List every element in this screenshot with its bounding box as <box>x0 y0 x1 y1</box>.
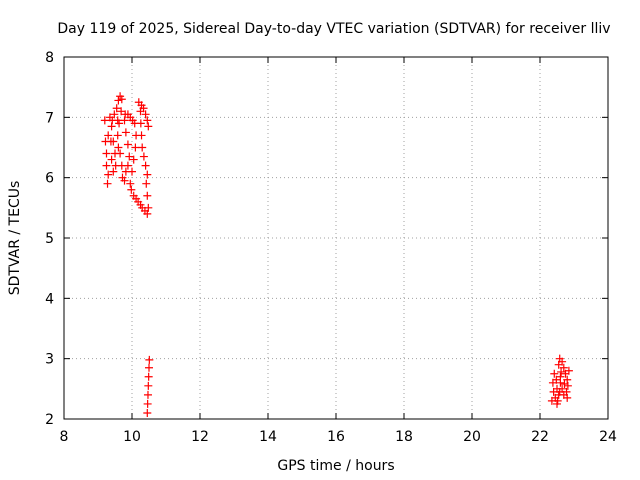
axis-ticks: 8 10 12 14 16 18 20 22 24 2 3 4 5 6 7 8 <box>45 50 617 445</box>
x-tick-label: 22 <box>531 429 549 445</box>
data-point <box>112 104 121 113</box>
data-points <box>100 92 573 417</box>
data-point <box>143 116 152 125</box>
plot-border <box>63 56 609 420</box>
data-point <box>104 131 113 140</box>
data-point <box>123 161 132 170</box>
data-point <box>128 167 136 176</box>
data-point <box>137 131 146 140</box>
data-point <box>144 372 153 381</box>
data-point <box>136 119 145 128</box>
y-tick-label: 6 <box>45 171 54 187</box>
x-tick-label: 8 <box>60 429 69 445</box>
data-point <box>144 381 153 390</box>
data-point <box>559 363 568 372</box>
x-axis-label: GPS time / hours <box>277 458 394 474</box>
data-point <box>117 107 126 116</box>
chart-title: Day 119 of 2025, Sidereal Day-to-day VTE… <box>57 21 610 37</box>
data-point <box>143 399 152 408</box>
data-point <box>558 384 567 393</box>
y-tick-label: 7 <box>45 110 54 126</box>
data-point <box>109 167 118 176</box>
data-point <box>563 381 572 390</box>
data-point <box>551 393 560 402</box>
data-point <box>143 390 152 399</box>
data-point <box>139 152 148 161</box>
data-point <box>131 143 140 152</box>
data-point <box>104 170 113 179</box>
data-point <box>113 116 122 125</box>
data-point <box>123 140 132 149</box>
y-tick-label: 5 <box>45 231 54 247</box>
data-point <box>120 176 129 185</box>
x-tick-label: 20 <box>463 429 481 445</box>
data-point <box>145 363 153 372</box>
x-tick-label: 10 <box>123 429 141 445</box>
data-point <box>103 179 112 188</box>
data-point <box>120 116 129 125</box>
x-tick-label: 24 <box>599 429 617 445</box>
data-point <box>143 191 152 200</box>
data-point <box>114 143 123 152</box>
data-point <box>117 95 126 104</box>
data-point <box>114 96 123 105</box>
data-point <box>107 122 116 131</box>
data-point <box>100 116 109 125</box>
data-point <box>139 104 148 113</box>
data-point <box>134 98 143 107</box>
data-point <box>126 179 135 188</box>
data-point <box>107 155 116 164</box>
x-tick-label: 12 <box>191 429 209 445</box>
data-point <box>558 357 567 366</box>
data-point <box>113 131 122 140</box>
data-point <box>143 209 152 218</box>
data-point <box>129 155 138 164</box>
data-point <box>559 390 568 399</box>
y-tick-label: 3 <box>45 352 54 368</box>
data-point <box>550 369 559 378</box>
data-point <box>143 408 152 417</box>
data-point <box>127 185 136 194</box>
x-tick-label: 16 <box>327 429 345 445</box>
grid <box>64 57 608 419</box>
data-point <box>563 375 572 384</box>
data-point <box>138 143 147 152</box>
data-point <box>141 161 150 170</box>
data-point <box>560 380 569 389</box>
data-point <box>110 110 119 119</box>
data-point <box>144 203 153 212</box>
y-tick-label: 2 <box>45 412 54 428</box>
data-point <box>141 110 150 119</box>
data-point <box>556 372 565 381</box>
data-point <box>102 149 111 158</box>
data-point <box>116 149 125 158</box>
data-point <box>564 366 573 375</box>
y-tick-label: 4 <box>45 291 54 307</box>
data-point <box>125 152 134 161</box>
data-point <box>145 355 154 364</box>
x-tick-label: 18 <box>395 429 413 445</box>
y-tick-label: 8 <box>45 50 54 66</box>
data-point <box>106 137 115 146</box>
data-point <box>142 179 151 188</box>
data-point <box>144 122 153 131</box>
data-point <box>557 367 566 376</box>
y-axis-label: SDTVAR / TECUs <box>7 181 23 296</box>
x-tick-label: 14 <box>259 429 277 445</box>
data-point <box>143 170 152 179</box>
data-point <box>552 375 561 384</box>
data-point <box>102 161 111 170</box>
data-point <box>121 128 130 137</box>
data-point <box>553 399 561 408</box>
